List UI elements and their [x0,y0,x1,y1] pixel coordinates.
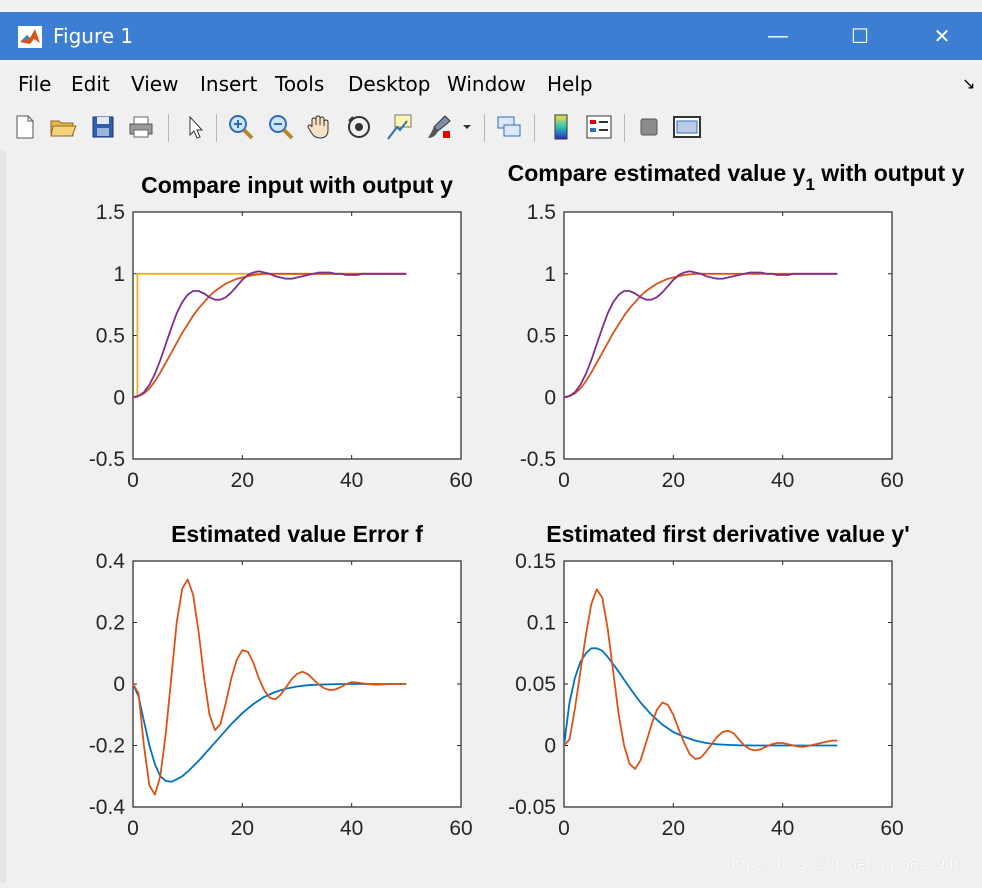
plot-area [132,560,462,808]
menu-file[interactable]: File [18,72,52,96]
series-line-purple [563,270,838,399]
insert-legend-icon[interactable] [584,112,614,142]
series-line-purple [132,270,407,399]
y-tick-label: 0.5 [527,325,556,348]
left-edge-strip [0,150,6,883]
data-cursor-icon[interactable] [384,112,414,142]
menu-help[interactable]: Help [547,72,593,96]
figure-canvas: 0 20 40 60 -0.5 0 0.5 1 1.5 Compare input with ou… [6,150,982,883]
menu-insert[interactable]: Insert [200,72,258,96]
series-line-orange [563,588,838,770]
series-line-blue [563,647,838,747]
x-tick-label: 60 [880,469,903,492]
x-tick-label: 20 [662,817,685,840]
y-tick-label: 0 [544,735,556,758]
toolbar-separator [168,114,169,142]
y-tick-label: 0.05 [515,673,556,696]
watermark-text: https://blog.csdn.net/qq_38169460 [726,857,972,873]
menu-edit[interactable]: Edit [71,72,110,96]
print-icon[interactable] [126,112,156,142]
x-tick-label: 60 [449,817,472,840]
menu-tools[interactable]: Tools [275,72,325,96]
x-tick-label: 40 [771,817,794,840]
matlab-logo-icon [18,26,42,48]
series-line-orange [132,578,407,796]
zoom-in-icon[interactable] [226,112,256,142]
x-tick-label: 40 [771,469,794,492]
save-icon[interactable] [88,112,118,142]
pan-hand-icon[interactable] [304,112,334,142]
link-plot-icon[interactable] [494,112,524,142]
chart-title: Estimated value Error f [171,521,423,547]
x-tick-label: 60 [880,817,903,840]
y-tick-label: -0.5 [89,448,125,471]
menu-bar: File Edit View Insert Tools Desktop Wind… [0,60,982,106]
insert-colorbar-icon[interactable] [546,112,576,142]
y-tick-label: 0.4 [96,550,126,573]
y-tick-label: 1.5 [96,201,125,224]
plot-area [563,211,893,460]
y-tick-label: 1 [544,263,556,286]
minimize-button[interactable]: — [750,12,806,60]
chart-title: Compare input with output y [141,172,453,198]
window-title: Figure 1 [53,24,134,48]
toolbar-separator [624,114,625,142]
toolbar-separator [484,114,485,142]
y-tick-label: 0.15 [515,550,556,573]
y-tick-label: -0.2 [89,735,125,758]
y-tick-label: 1.5 [527,201,556,224]
brush-icon[interactable] [424,112,454,142]
show-plot-tools-icon[interactable] [672,112,702,142]
x-tick-label: 0 [127,817,139,840]
y-tick-label: -0.5 [520,448,556,471]
maximize-button[interactable]: ☐ [832,12,888,60]
x-tick-label: 0 [558,469,570,492]
x-tick-label: 20 [231,469,254,492]
y-tick-label: -0.4 [89,796,126,819]
y-tick-label: 0 [113,673,125,696]
y-tick-label: 0.5 [96,325,125,348]
open-file-icon[interactable] [48,112,78,142]
new-figure-icon[interactable] [10,112,40,142]
menu-view[interactable]: View [131,72,179,96]
plot-area [132,211,462,460]
series-line-orange [563,272,838,399]
menu-desktop[interactable]: Desktop [348,72,431,96]
x-tick-label: 0 [558,817,570,840]
x-tick-label: 40 [340,469,363,492]
chart-title: Estimated first derivative value y' [546,521,909,547]
series-line-orange [132,272,407,399]
y-tick-label: 0.1 [527,612,556,635]
y-tick-label: 1 [113,263,125,286]
y-tick-label: 0 [544,386,556,409]
zoom-out-icon[interactable] [266,112,296,142]
chart-title: Compare estimated value y1 with output y [508,160,965,194]
close-button[interactable]: ✕ [914,12,970,60]
x-tick-label: 60 [449,469,472,492]
menu-window[interactable]: Window [447,72,526,96]
rotate-3d-icon[interactable] [344,112,374,142]
hide-plot-tools-icon[interactable] [634,112,664,142]
toolbar-separator [216,114,217,142]
x-tick-label: 20 [662,469,685,492]
pointer-icon[interactable] [180,112,210,142]
y-tick-label: -0.05 [508,796,556,819]
toolbar-separator [534,114,535,142]
y-tick-label: 0.2 [96,612,125,635]
x-tick-label: 20 [231,817,254,840]
close-icon: ✕ [933,25,951,48]
x-tick-label: 0 [127,469,139,492]
minimize-icon: — [768,24,788,47]
window-titlebar: Figure 1 — ☐ ✕ [0,12,982,60]
figure-toolbar [0,106,982,151]
y-tick-label: 0 [113,386,125,409]
maximize-icon: ☐ [851,25,869,48]
brush-dropdown-icon[interactable] [458,112,476,142]
x-tick-label: 40 [340,817,363,840]
dock-arrow-icon[interactable]: ↘ [962,74,976,93]
plot-area [563,560,893,808]
